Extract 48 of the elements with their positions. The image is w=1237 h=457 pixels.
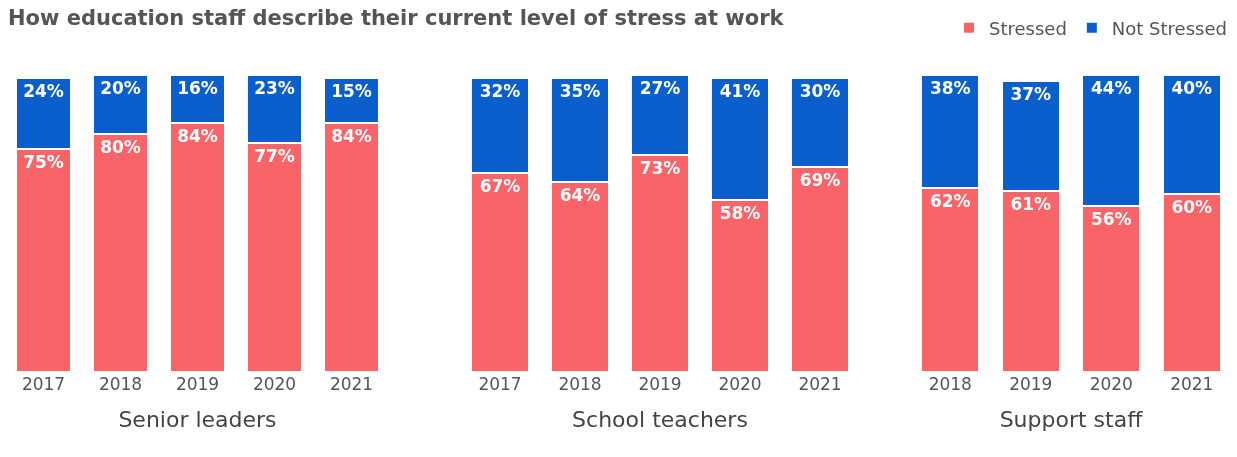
data-label: 32% <box>479 80 521 101</box>
data-label: 37% <box>1010 83 1052 104</box>
data-label: 62% <box>929 190 971 211</box>
x-tick-label: 2017 <box>478 374 522 394</box>
data-label: 77% <box>254 146 295 167</box>
data-label: 80% <box>100 137 141 158</box>
x-tick-label: 2020 <box>252 374 297 394</box>
x-axis-title: Support staff <box>999 406 1144 432</box>
data-label: 84% <box>331 125 372 146</box>
legend-label: Not Stressed <box>1111 17 1227 39</box>
x-tick-label: 2021 <box>798 374 842 394</box>
data-label: 75% <box>23 152 64 173</box>
x-axis-title: Senior leaders <box>118 406 277 432</box>
data-label: 41% <box>719 80 761 101</box>
x-tick-label: 2018 <box>98 374 143 394</box>
data-label: 16% <box>177 78 218 98</box>
data-label: 27% <box>639 78 681 98</box>
x-tick-label: 2019 <box>638 374 682 394</box>
data-label: 15% <box>331 80 372 101</box>
data-label: 20% <box>100 78 141 98</box>
x-tick-label: 2020 <box>718 374 762 394</box>
data-label: 73% <box>639 158 681 179</box>
x-tick-label: 2018 <box>558 374 602 394</box>
data-label: 44% <box>1090 78 1132 98</box>
data-label: 69% <box>799 170 841 191</box>
data-label: 67% <box>479 176 521 197</box>
data-label: 35% <box>559 80 601 101</box>
data-label: 61% <box>1010 193 1052 214</box>
data-label: 23% <box>254 78 295 98</box>
x-tick-label: 2019 <box>175 374 220 394</box>
legend-label: Stressed <box>989 17 1067 39</box>
data-label: 40% <box>1171 78 1213 98</box>
x-axis-title: School teachers <box>572 406 748 432</box>
x-tick-label: 2019 <box>1009 374 1053 394</box>
data-label: 64% <box>559 184 601 205</box>
data-label: 24% <box>23 80 64 101</box>
data-label: 30% <box>799 80 841 101</box>
x-tick-label: 2017 <box>21 374 66 394</box>
chart-title: How education staff describe their current level of stress at work <box>8 6 784 30</box>
data-label: 58% <box>719 202 761 223</box>
x-tick-label: 2021 <box>1170 374 1214 394</box>
data-label: 84% <box>177 125 218 146</box>
data-label: 38% <box>929 78 971 98</box>
x-tick-label: 2018 <box>928 374 972 394</box>
x-tick-label: 2021 <box>329 374 374 394</box>
data-label: 60% <box>1171 196 1213 217</box>
x-tick-label: 2020 <box>1089 374 1133 394</box>
data-label: 56% <box>1090 208 1132 229</box>
